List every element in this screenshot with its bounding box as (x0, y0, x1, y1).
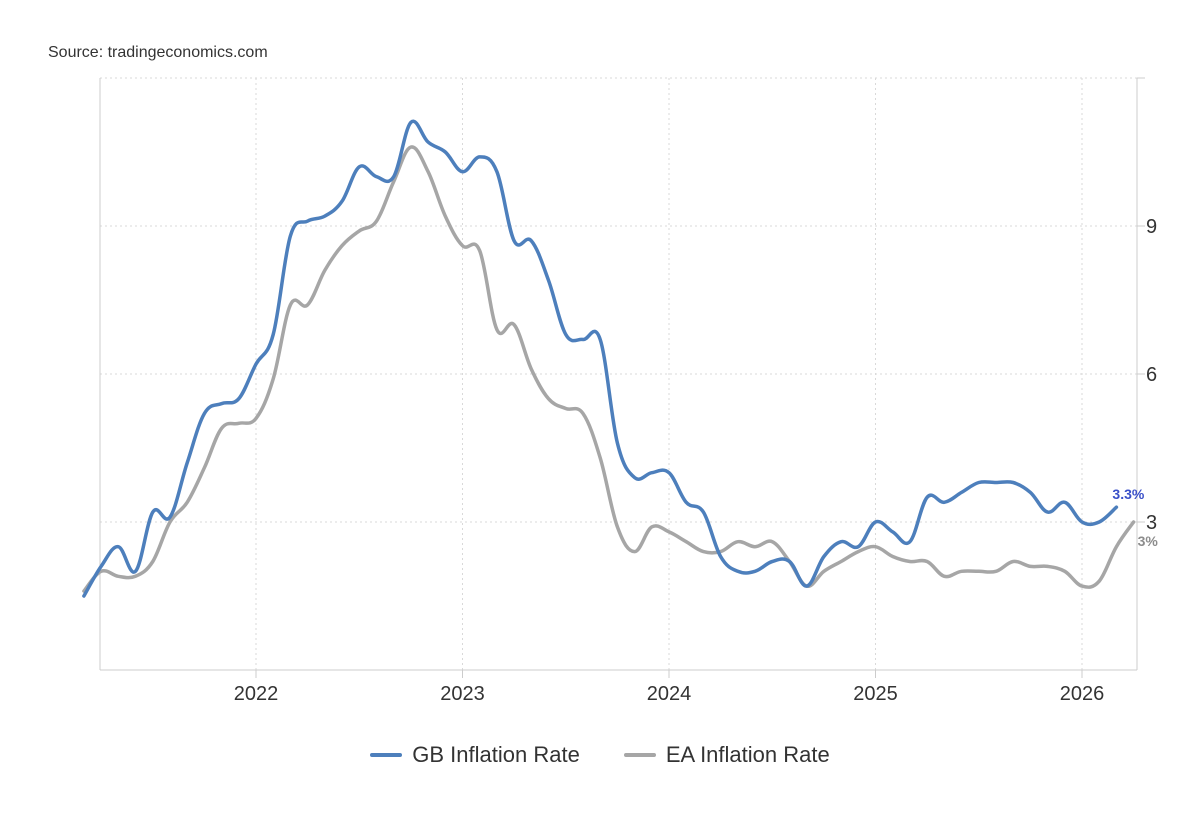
x-tick-label-2024: 2024 (647, 683, 692, 705)
axes (99, 77, 1145, 678)
end-label-gb: 3.3% (1112, 486, 1144, 502)
legend: GB Inflation Rate EA Inflation Rate (0, 742, 1200, 768)
x-tick-label-2023: 2023 (440, 683, 485, 705)
y-tick-label-3: 3 (1146, 512, 1157, 534)
end-label-ea: 3% (1138, 533, 1159, 549)
source-note: Source: tradingeconomics.com (48, 44, 268, 61)
x-axis-ticks: 2022 2023 2024 2025 2026 (234, 683, 1105, 705)
legend-item-gb[interactable]: GB Inflation Rate (370, 742, 580, 768)
x-tick-label-2026: 2026 (1060, 683, 1105, 705)
x-tick-label-2022: 2022 (234, 683, 279, 705)
y-tick-label-6: 6 (1146, 364, 1157, 386)
legend-swatch-ea (623, 753, 656, 757)
legend-label-ea: EA Inflation Rate (665, 742, 830, 767)
series-line-ea (82, 145, 1136, 593)
x-tick-label-2025: 2025 (853, 683, 898, 705)
series-line-gb (82, 119, 1119, 598)
legend-item-ea[interactable]: EA Inflation Rate (623, 742, 830, 768)
legend-label-gb: GB Inflation Rate (412, 742, 580, 767)
end-labels: 3% 3.3% (1112, 486, 1158, 549)
grid (100, 77, 1137, 670)
legend-swatch-gb (370, 753, 403, 757)
y-axis-ticks: 3 6 9 (1146, 216, 1157, 534)
y-tick-label-9: 9 (1146, 216, 1157, 238)
series-lines (82, 119, 1136, 598)
